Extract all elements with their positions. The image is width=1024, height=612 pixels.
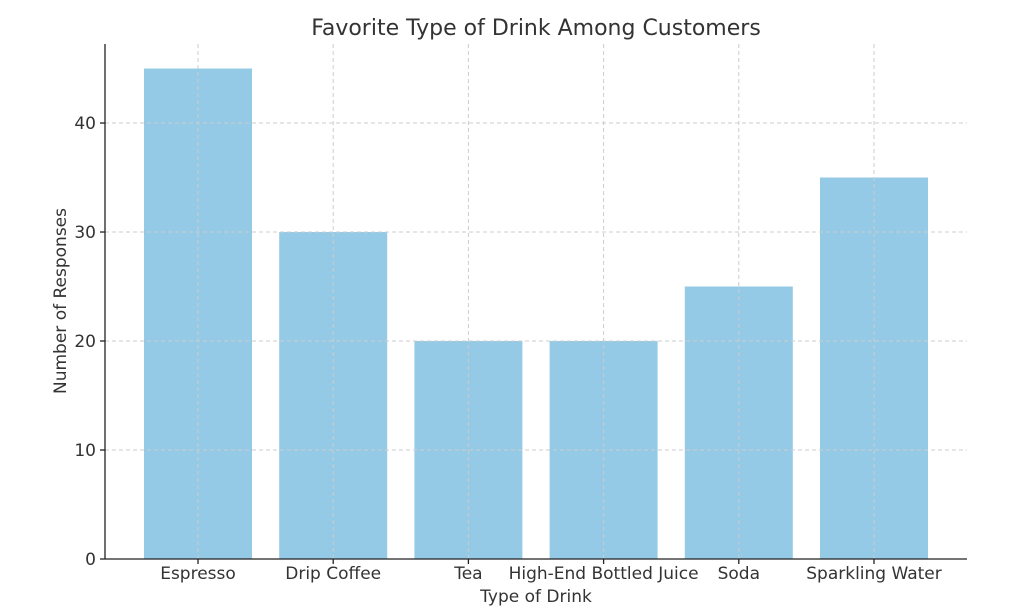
bars <box>144 68 928 560</box>
y-tick-label: 30 <box>74 223 96 243</box>
x-tick-label: High-End Bottled Juice <box>509 564 699 584</box>
x-axis-label: Type of Drink <box>479 587 592 607</box>
x-tick-label: Tea <box>453 564 482 584</box>
y-tick-label: 0 <box>85 550 96 570</box>
y-tick-label: 40 <box>74 114 96 134</box>
tick-labels: 0 10 20 30 40 Espresso Drip Coffee Tea High-End … <box>74 114 941 584</box>
x-tick-label: Sparkling Water <box>806 564 942 584</box>
y-tick-label: 20 <box>74 332 96 352</box>
axes <box>104 44 967 560</box>
grid <box>105 44 967 559</box>
x-tick-label: Soda <box>718 564 760 584</box>
y-tick-label: 10 <box>74 441 96 461</box>
chart-title: Favorite Type of Drink Among Customers <box>311 16 761 41</box>
x-tick-label: Espresso <box>160 564 236 584</box>
y-axis-label: Number of Responses <box>51 208 71 394</box>
x-tick-label: Drip Coffee <box>285 564 381 584</box>
